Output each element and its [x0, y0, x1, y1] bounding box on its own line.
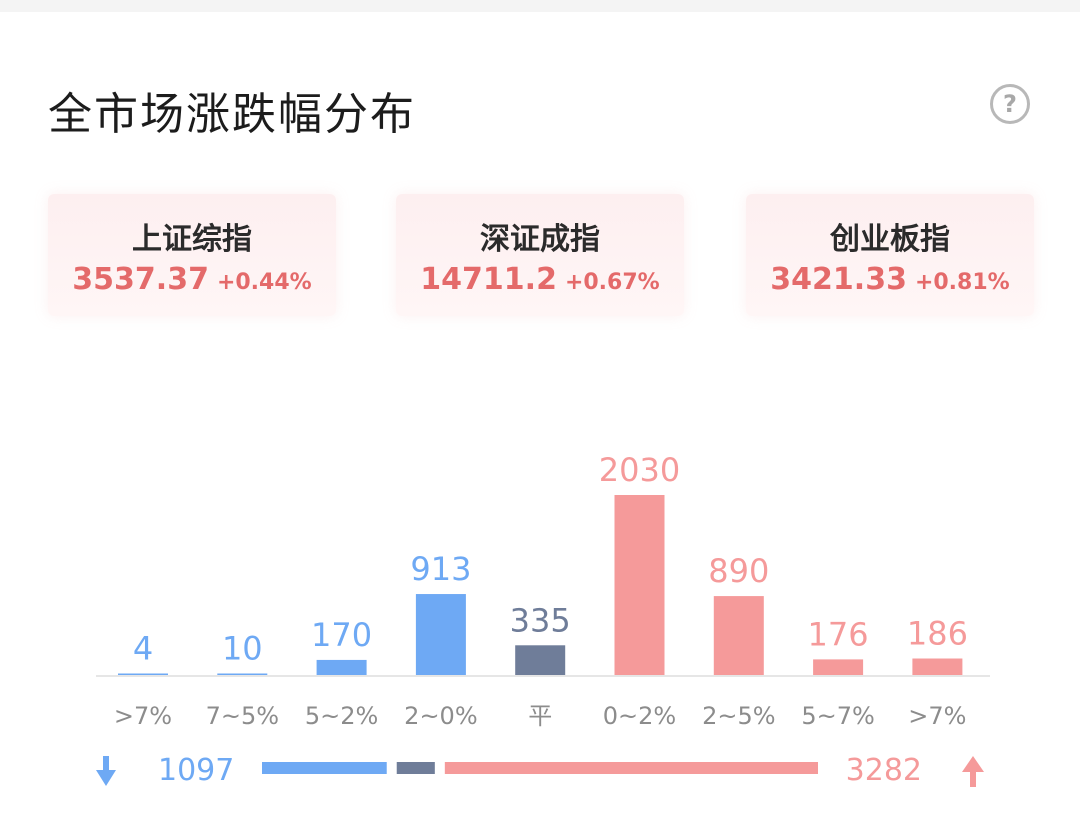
- bar-2[interactable]: [316, 659, 367, 675]
- bar-value-label: 335: [510, 601, 571, 639]
- arrow-down-icon: [96, 756, 116, 786]
- index-change: +0.67%: [564, 270, 660, 295]
- bar-value-label: 2030: [599, 451, 680, 489]
- index-card-shanghai[interactable]: 上证综指 3537.37 +0.44%: [48, 194, 336, 316]
- bar-value-label: 10: [222, 630, 263, 668]
- index-card-chinext[interactable]: 创业板指 3421.33 +0.81%: [746, 194, 1034, 316]
- page-title: 全市场涨跌幅分布: [48, 89, 416, 140]
- bar-3[interactable]: [415, 594, 466, 675]
- index-name: 深证成指: [480, 222, 600, 257]
- x-tick-label: 平: [528, 702, 552, 730]
- index-value: 14711.2: [420, 262, 557, 297]
- x-tick-label: 0~2%: [603, 702, 676, 730]
- x-tick-label: 2~5%: [702, 702, 775, 730]
- summary-up-bar: [444, 762, 818, 774]
- index-change: +0.44%: [216, 270, 312, 295]
- index-change: +0.81%: [914, 270, 1010, 295]
- distribution-card: 全市场涨跌幅分布 ? 上证综指 3537.37 +0.44% 深证成指 14711…: [0, 12, 1080, 835]
- bar-1[interactable]: [217, 673, 268, 676]
- summary-down-bar: [262, 762, 387, 774]
- bar-8[interactable]: [912, 658, 963, 675]
- help-icon[interactable]: ?: [990, 84, 1030, 124]
- index-value: 3421.33: [770, 262, 907, 297]
- x-tick-label: 2~0%: [404, 702, 477, 730]
- x-tick-label: >7%: [114, 702, 172, 730]
- bar-value-label: 186: [907, 615, 968, 653]
- bar-value-label: 170: [311, 616, 372, 654]
- x-tick-label: 5~2%: [305, 702, 378, 730]
- bar-7[interactable]: [813, 659, 864, 675]
- bar-value-label: 913: [410, 550, 471, 588]
- bar-4[interactable]: [515, 645, 566, 675]
- bar-value-label: 4: [133, 630, 153, 668]
- x-tick-label: 5~7%: [801, 702, 874, 730]
- x-tick-label: >7%: [908, 702, 966, 730]
- index-name: 上证综指: [132, 222, 252, 257]
- index-value: 3537.37: [72, 262, 209, 297]
- index-name: 创业板指: [830, 222, 950, 257]
- bar-value-label: 890: [708, 552, 769, 590]
- bar-6[interactable]: [713, 596, 764, 675]
- arrow-up-icon: [962, 756, 984, 787]
- bar-value-label: 176: [808, 615, 869, 653]
- index-card-shenzhen[interactable]: 深证成指 14711.2 +0.67%: [396, 194, 684, 316]
- up-total: 3282: [846, 753, 922, 788]
- summary-flat-bar: [396, 762, 435, 774]
- bar-0[interactable]: [118, 673, 168, 676]
- x-tick-label: 7~5%: [206, 702, 279, 730]
- down-total: 1097: [158, 753, 234, 788]
- bar-5[interactable]: [614, 495, 665, 675]
